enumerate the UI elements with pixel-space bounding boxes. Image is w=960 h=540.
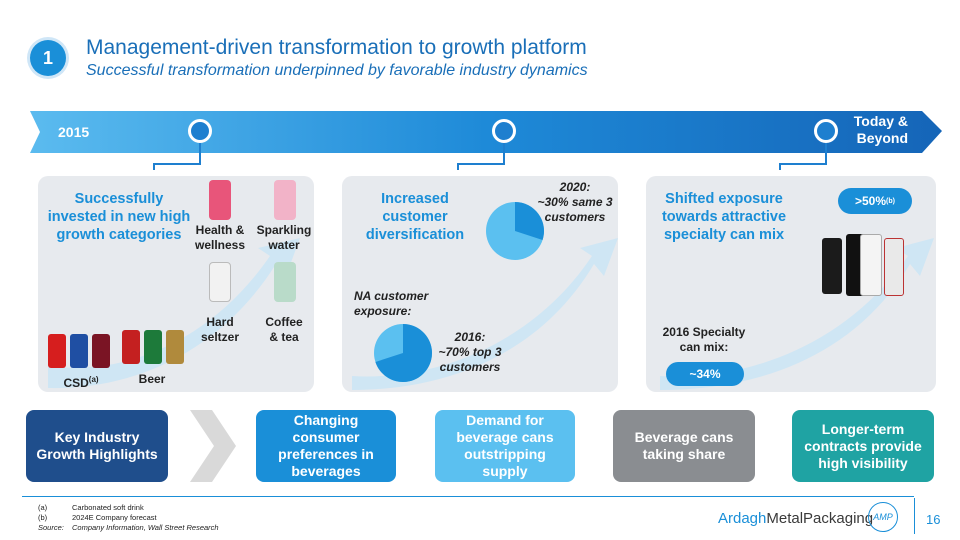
specialty-mix-2024-badge: >50% (b) xyxy=(838,188,912,214)
page-title: Management-driven transformation to grow… xyxy=(86,36,587,59)
specialty-mix-2016-badge: ~34% xyxy=(666,362,744,386)
pie-2020-customers xyxy=(486,202,544,260)
timeline-milestone-2 xyxy=(492,119,516,143)
timeline-milestone-3 xyxy=(814,119,838,143)
key-highlights-box: Key Industry Growth Highlights xyxy=(26,410,168,482)
hard-seltzer-can-icon xyxy=(209,262,231,302)
health-wellness-label: Health & wellness xyxy=(194,223,246,252)
hard-seltzer-label: Hard seltzer xyxy=(200,315,240,344)
footnotes: (a) Carbonated soft drink (b) 2024E Compan… xyxy=(38,503,219,532)
highlight-consumer-preferences: Changing consumer preferences in beverag… xyxy=(256,410,396,482)
highlight-longer-contracts: Longer-term contracts provide high visib… xyxy=(792,410,934,482)
health-wellness-can-icon xyxy=(209,180,231,220)
coffee-tea-label: Coffee & tea xyxy=(265,315,303,344)
page-number: 16 xyxy=(926,512,941,527)
pie-2016-customers xyxy=(374,324,433,382)
na-exposure-label: NA customer exposure: xyxy=(354,289,429,318)
specialty-can-icon xyxy=(822,238,842,294)
csd-can-icon xyxy=(92,334,110,368)
company-logo-mark: AMP xyxy=(868,502,898,532)
chevron-right-icon xyxy=(190,410,236,482)
sparkling-water-can-icon xyxy=(274,180,296,220)
company-logo-text: ArdaghMetalPackaging xyxy=(718,510,874,527)
specialty-can-icon xyxy=(884,238,904,296)
highlight-cans-share: Beverage cans taking share xyxy=(613,410,755,482)
growth-arrow-2 xyxy=(352,238,618,390)
panel1-title: Successfully invested in new high growth… xyxy=(47,191,191,243)
label-2020: 2020: ~30% same 3 customers xyxy=(537,180,613,224)
timeline-arrow xyxy=(30,111,942,170)
pie-2020-top3-slice xyxy=(515,202,544,240)
panel3-title: Shifted exposure towards attractive spec… xyxy=(661,191,787,243)
panel2-title: Increased customer diversification xyxy=(365,191,465,243)
beer-can-icon xyxy=(144,330,162,364)
beer-label: Beer xyxy=(138,372,166,386)
specialty-can-icon xyxy=(860,234,882,296)
label-2016: 2016: ~70% top 3 customers xyxy=(438,330,502,374)
highlight-demand-cans: Demand for beverage cans outstripping su… xyxy=(435,410,575,482)
csd-can-icon xyxy=(70,334,88,368)
section-number-badge: 1 xyxy=(30,40,66,76)
beer-can-icon xyxy=(122,330,140,364)
csd-can-icon xyxy=(48,334,66,368)
footer-divider xyxy=(22,496,914,497)
timeline-end-label: Today & Beyond xyxy=(853,113,908,146)
pie-2016-top3-slice xyxy=(375,324,433,382)
specialty-2016-label: 2016 Specialty can mix: xyxy=(662,325,746,354)
timeline-start-label: 2015 xyxy=(58,124,90,140)
timeline-milestone-1 xyxy=(188,119,212,143)
coffee-tea-can-icon xyxy=(274,262,296,302)
beer-can-icon xyxy=(166,330,184,364)
growth-arrow-3 xyxy=(660,238,934,390)
page-number-divider xyxy=(914,498,915,534)
sparkling-water-label: Sparkling water xyxy=(256,223,312,252)
csd-label: CSD(a) xyxy=(63,375,99,390)
page-subtitle: Successful transformation underpinned by… xyxy=(86,62,588,79)
